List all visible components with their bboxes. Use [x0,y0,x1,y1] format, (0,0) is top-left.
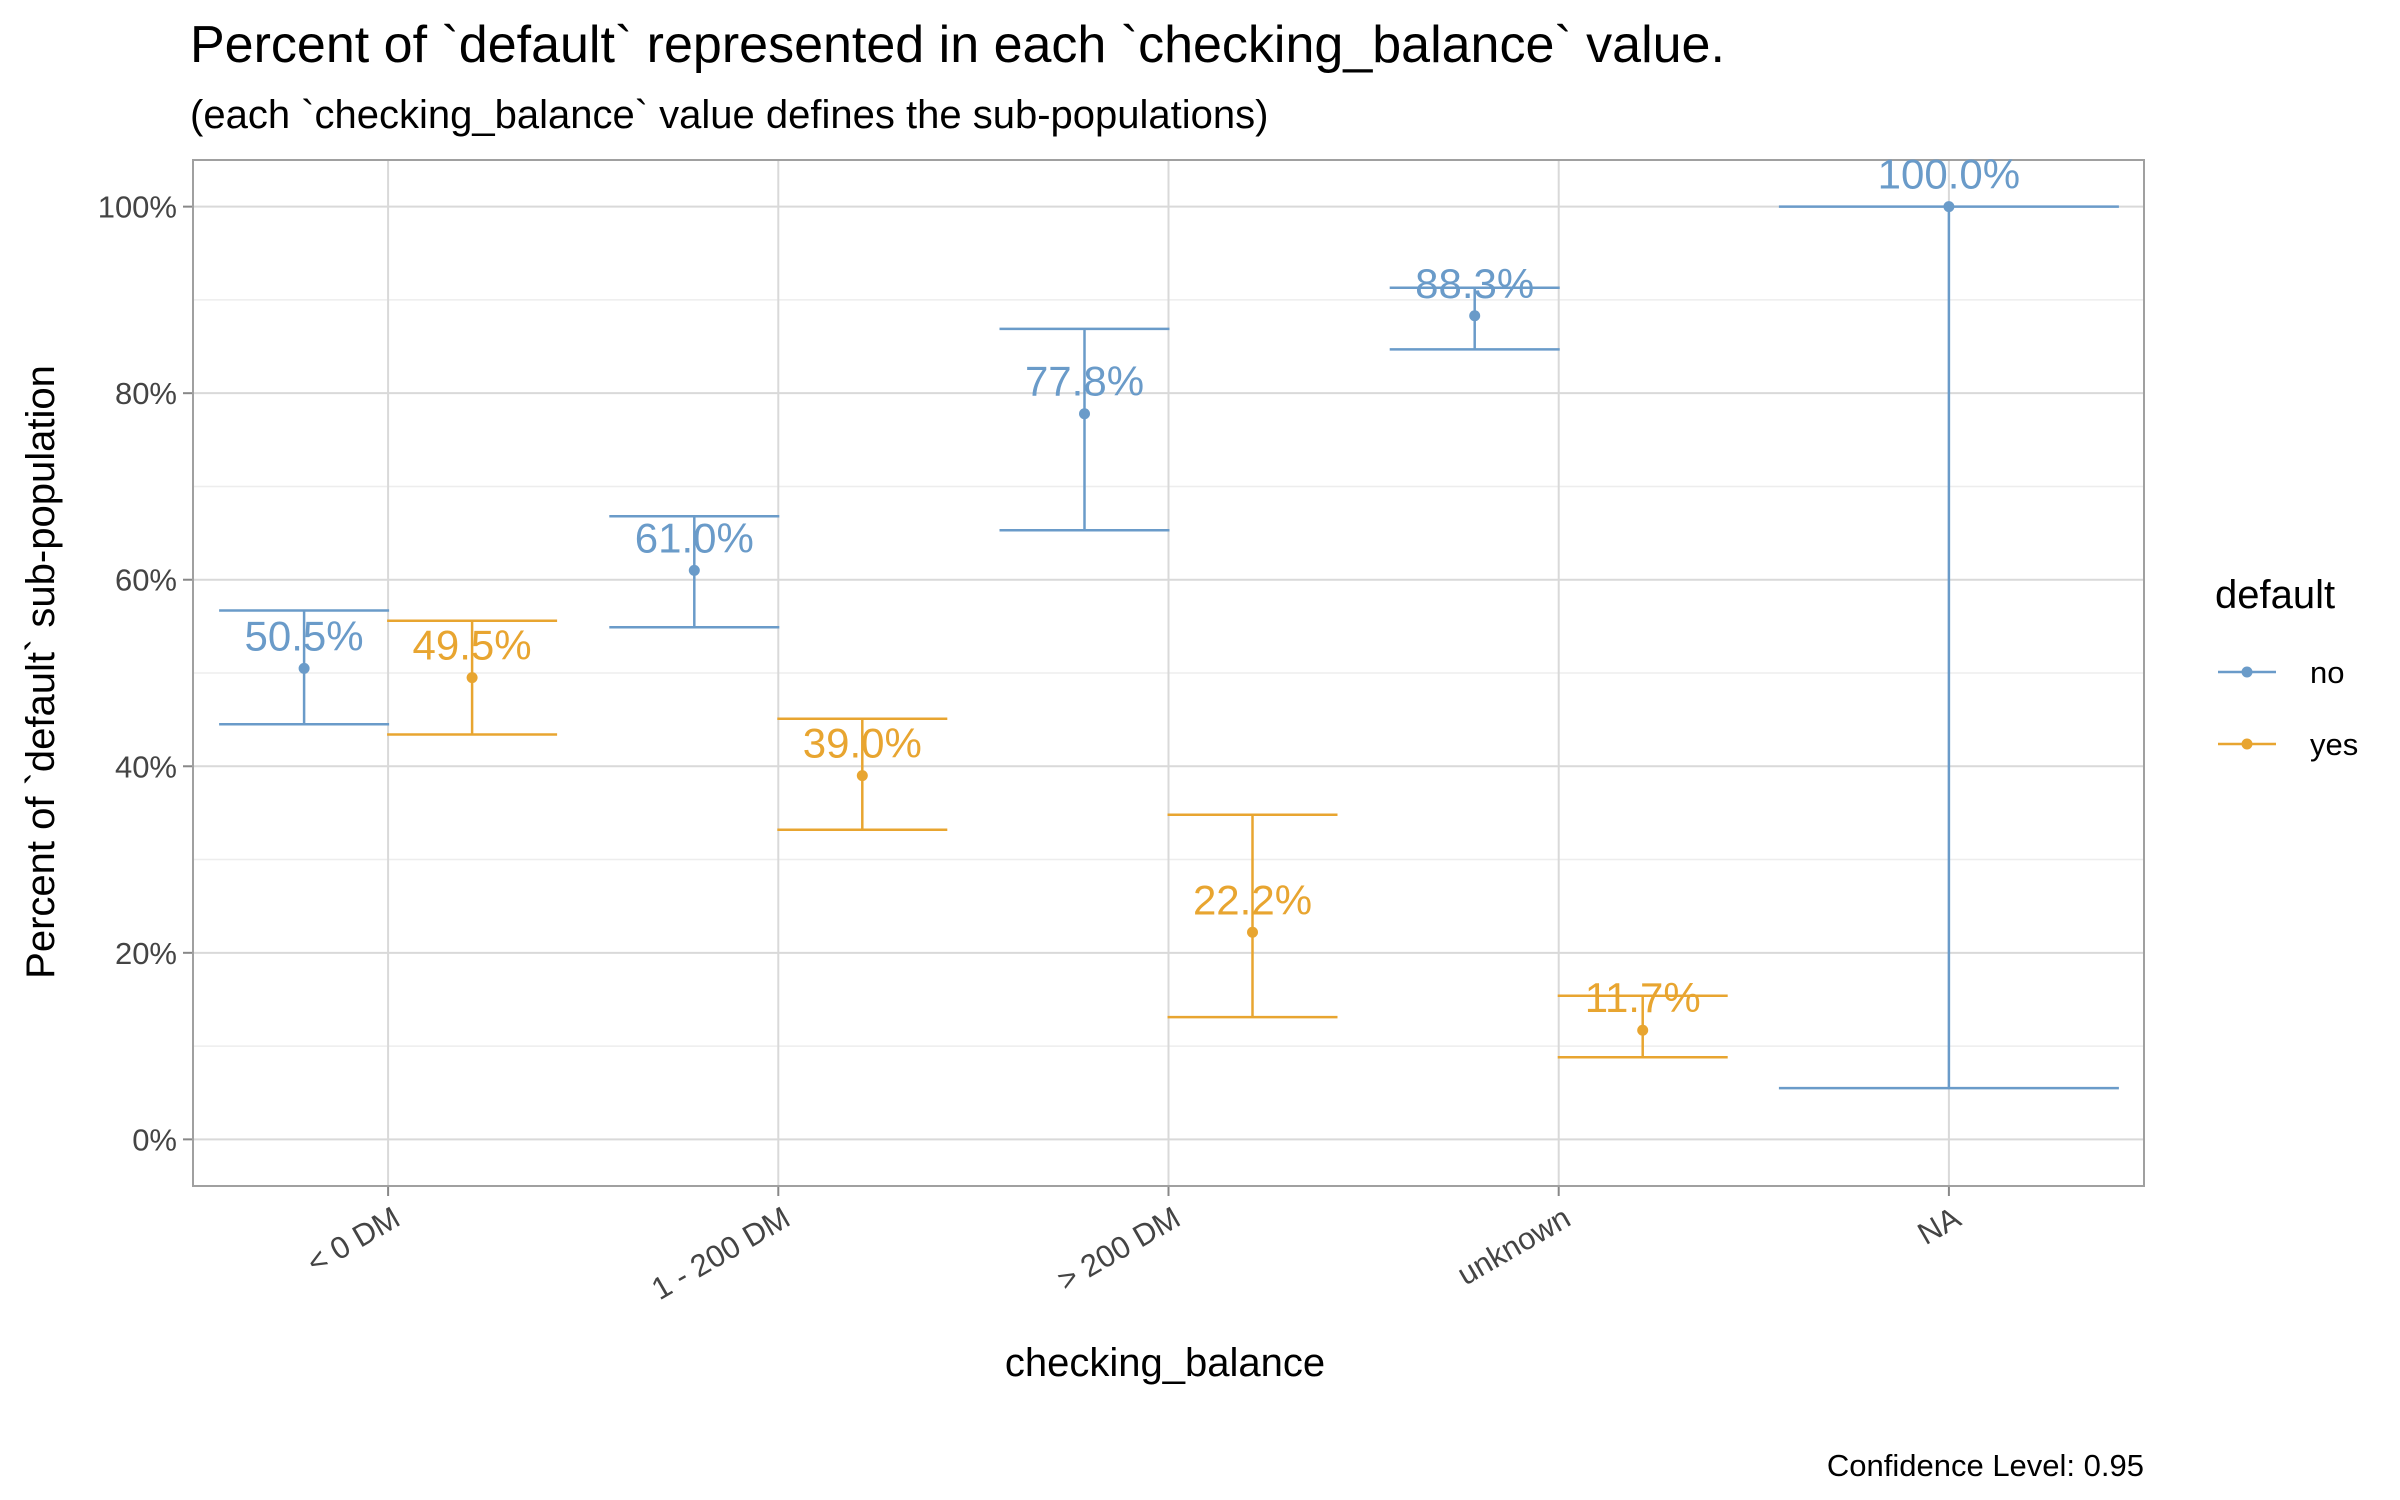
error-bar-yes: 22.2% [1167,813,1338,1019]
error-bar-no: 50.5% [219,609,390,726]
data-point [1247,926,1258,938]
y-tick-label: 40% [115,749,177,784]
data-point [688,564,700,576]
data-label: 39.0% [803,720,922,767]
y-tick-label: 60% [115,563,177,598]
error-bar-no: 88.3% [1389,260,1560,351]
data-label: 49.5% [413,622,532,669]
error-bar-yes: 49.5% [387,619,558,736]
y-tick-label: 20% [115,936,177,971]
y-tick-label: 0% [132,1122,177,1157]
chart-subtitle: (each `checking_balance` value defines t… [190,93,1268,137]
data-label: 100.0% [1878,151,2020,198]
x-tick-label: NA [1912,1200,1967,1252]
error-bar-yes: 11.7% [1557,974,1728,1059]
legend-key-point [2241,666,2253,678]
data-point [1079,408,1090,420]
x-tick-label: < 0 DM [301,1200,406,1281]
data-label: 61.0% [635,514,754,561]
data-point [298,662,310,674]
chart-title: Percent of `default` represented in each… [190,16,1725,74]
x-tick-label: unknown [1451,1200,1576,1292]
data-label: 88.3% [1415,260,1534,307]
y-axis-title: Percent of `default` sub-population [19,365,63,979]
legend: no yes [2218,655,2358,762]
legend-label: no [2310,655,2344,690]
legend-key-point [2241,738,2253,750]
legend-label: yes [2310,727,2358,762]
data-point [1637,1024,1649,1036]
chart-caption: Confidence Level: 0.95 [1827,1448,2144,1483]
error-bar-yes: 39.0% [777,717,948,831]
plot-area: 0% 20% 40% 60% 80% 100% < 0 DM 1 - 200 DM > 200 … [98,151,2145,1307]
data-label: 11.7% [1585,974,1701,1021]
data-point [466,672,478,684]
data-point [1469,310,1481,322]
y-tick-label: 100% [98,190,177,225]
x-axis-title: checking_balance [1005,1341,1325,1385]
error-bar-no: 61.0% [609,514,780,629]
legend-title: default [2215,573,2335,617]
data-label: 50.5% [245,612,364,659]
x-tick-label: 1 - 200 DM [646,1200,796,1307]
legend-item-no: no [2218,655,2344,690]
legend-item-yes: yes [2218,727,2358,762]
data-label: 22.2% [1193,876,1312,923]
x-tick-label: > 200 DM [1051,1200,1186,1298]
error-bar-no: 100.0% [1778,151,2119,1090]
data-label: 77.8% [1025,358,1144,405]
plot-border [192,159,2145,1187]
data-point [856,770,868,782]
y-tick-label: 80% [115,376,177,411]
error-bar-no: 77.8% [999,327,1170,532]
data-point [1943,201,1955,213]
